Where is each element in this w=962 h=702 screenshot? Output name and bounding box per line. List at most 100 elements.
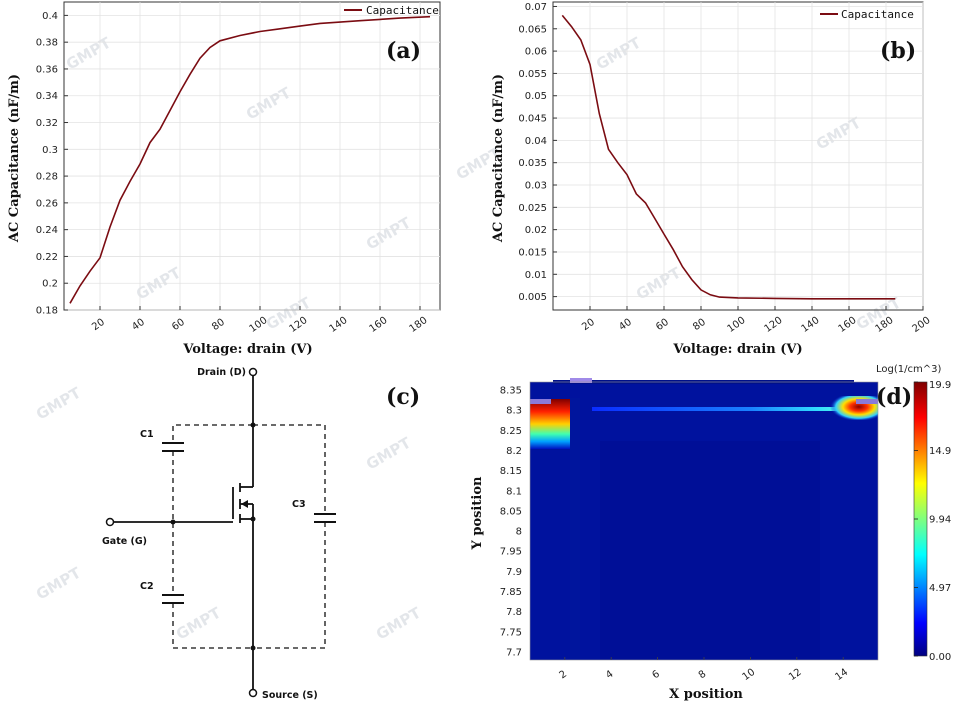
chart-d-ytick-label: 8 <box>516 527 522 538</box>
heatmap-hot-region-left <box>530 399 570 449</box>
chart-d-xtick-label: 12 <box>787 667 804 683</box>
chart-d-xtick-label: 10 <box>741 667 758 683</box>
watermark-text: GMPT <box>363 213 415 253</box>
chart-d: 2 4 6 8 10 12 14 7.7 7.75 7.8 7.85 7.9 7.95 8 8.05 8.1 8… <box>470 364 951 702</box>
watermark-text: GMPT <box>33 383 85 423</box>
chart-b-ytick-label: 0.01 <box>525 270 547 281</box>
chart-d-ytick-label: 8.05 <box>500 506 522 517</box>
chart-b-ytick-label: 0.005 <box>518 292 547 303</box>
chart-b-xlabel: Voltage: drain (V) <box>672 342 802 357</box>
drain-label: Drain (D) <box>197 367 246 378</box>
watermark-text: GMPT <box>63 33 115 73</box>
chart-b-ylabel: AC Capacitance (nF/m) <box>491 74 506 243</box>
chart-a-ytick-label: 0.18 <box>36 306 58 317</box>
c3-label: C3 <box>292 499 306 510</box>
chart-b-xtick-label: 140 <box>800 315 822 335</box>
chart-a-ytick-label: 0.28 <box>36 172 58 183</box>
capacitor-c2 <box>162 594 184 604</box>
chart-a-xtick-label: 80 <box>210 317 227 333</box>
chart-a-series-capacitance-line <box>69 15 431 304</box>
capacitor-c3 <box>314 513 336 523</box>
watermark-text: GMPT <box>373 603 425 643</box>
chart-a-ytick-label: 0.38 <box>36 38 58 49</box>
c1-label: C1 <box>140 429 154 440</box>
chart-b-ytick-label: 0.065 <box>518 24 547 35</box>
panel-label-a: (a) <box>386 38 421 64</box>
chart-d-ylabel: Y position <box>470 476 485 550</box>
chart-d-ytick-label: 7.7 <box>506 647 522 658</box>
chart-b-ytick-label: 0.02 <box>525 225 547 236</box>
chart-d-xtick-label: 4 <box>604 669 616 682</box>
chart-d-ytick-label: 7.8 <box>506 607 522 618</box>
chart-d-ytick-label: 8.25 <box>500 426 522 437</box>
chart-b-legend-label: Capacitance <box>841 8 914 21</box>
colorbar-tick-label: 9.94 <box>929 515 951 526</box>
chart-a-ytick-label: 0.32 <box>36 118 58 129</box>
chart-a-ytick-label: 0.24 <box>36 225 58 236</box>
c2-label: C2 <box>140 581 154 592</box>
chart-d-xtick-label: 2 <box>558 669 570 682</box>
chart-a-frame <box>63 1 441 311</box>
chart-b-ytick-label: 0.03 <box>525 181 547 192</box>
chart-a-xlabel: Voltage: drain (V) <box>182 342 312 357</box>
chart-a-xtick-label: 60 <box>170 317 187 333</box>
chart-b-xtick-label: 60 <box>654 317 671 333</box>
watermark-text: GMPT <box>33 563 85 603</box>
chart-b-xtick-label: 200 <box>911 315 933 335</box>
chart-b-ytick-label: 0.045 <box>518 114 547 125</box>
panel-label-d: (d) <box>876 384 912 410</box>
chart-a-ytick-label: 0.36 <box>36 64 58 75</box>
chart-a-legend-label: Capacitance <box>366 4 439 17</box>
chart-a-ytick-label: 0.4 <box>42 11 58 22</box>
mosfet-symbol <box>232 483 254 523</box>
panel-label-c: (c) <box>386 384 420 410</box>
chart-b-ytick-label: 0.015 <box>518 247 547 258</box>
colorbar-tick-label: 4.97 <box>929 583 951 594</box>
chart-b-ytick-label: 0.07 <box>525 2 547 13</box>
chart-a-ytick-label: 0.22 <box>36 252 58 263</box>
chart-d-xtick-label: 14 <box>833 667 850 683</box>
chart-d-ytick-label: 7.9 <box>506 567 522 578</box>
chart-b-xtick-label: 120 <box>763 315 785 335</box>
chart-a-ytick-label: 0.34 <box>36 91 58 102</box>
chart-a-xtick-label: 40 <box>130 317 147 333</box>
chart-a-xtick-label: 140 <box>328 315 350 335</box>
capacitor-c1 <box>162 442 184 452</box>
chart-a-ylabel: AC Capacitance (nF/m) <box>7 74 22 243</box>
chart-d-xtick-label: 8 <box>697 669 709 682</box>
chart-b-ytick-label: 0.055 <box>518 69 547 80</box>
chart-d-ytick-label: 7.95 <box>500 547 522 558</box>
chart-b-xtick-label: 20 <box>580 317 597 333</box>
chart-a-xtick-label: 20 <box>90 317 107 333</box>
source-terminal <box>248 688 258 698</box>
watermark-text: GMPT <box>633 263 685 303</box>
chart-b-ytick-label: 0.06 <box>525 47 547 58</box>
mosfet-arrow-icon <box>241 500 248 508</box>
chart-a-ytick-label: 0.26 <box>36 198 58 209</box>
chart-d-ytick-label: 7.85 <box>500 587 522 598</box>
colorbar-tick-label: 19.9 <box>929 380 951 391</box>
parasitic-network <box>172 424 326 649</box>
gate-terminal <box>105 517 115 527</box>
chart-d-xtick-label: 6 <box>650 669 662 682</box>
chart-b-ytick-label: 0.035 <box>518 158 547 169</box>
source-label: Source (S) <box>262 690 318 701</box>
colorbar-tick-label: 14.9 <box>929 446 951 457</box>
heatmap-channel-line <box>592 407 854 411</box>
chart-d-ytick-label: 7.75 <box>500 627 522 638</box>
chart-b-ytick-label: 0.05 <box>525 91 547 102</box>
watermark-text: GMPT <box>593 33 645 73</box>
chart-a-ytick-label: 0.3 <box>42 145 58 156</box>
drain-terminal <box>248 367 258 377</box>
colorbar-title: Log(1/cm^3) <box>876 364 941 375</box>
chart-a-xtick-label: 180 <box>408 315 430 335</box>
chart-d-ytick-label: 8.1 <box>506 486 522 497</box>
chart-b: 20 40 60 80 100 120 140 160 180 2000.0050.010.015… <box>491 1 933 357</box>
watermark-text: GMPT <box>363 433 415 473</box>
circuit-labels: Drain (D) Gate (G) Source (S) C1 C2 C3 (… <box>102 367 420 701</box>
panel-label-b: (b) <box>880 38 916 64</box>
colorbar-tick-label: 0.00 <box>929 652 951 663</box>
chart-b-series-capacitance-line <box>561 14 896 300</box>
chart-d-ytick-label: 8.35 <box>500 386 522 397</box>
